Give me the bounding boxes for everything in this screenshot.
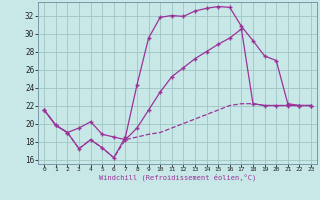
X-axis label: Windchill (Refroidissement éolien,°C): Windchill (Refroidissement éolien,°C) xyxy=(99,174,256,181)
